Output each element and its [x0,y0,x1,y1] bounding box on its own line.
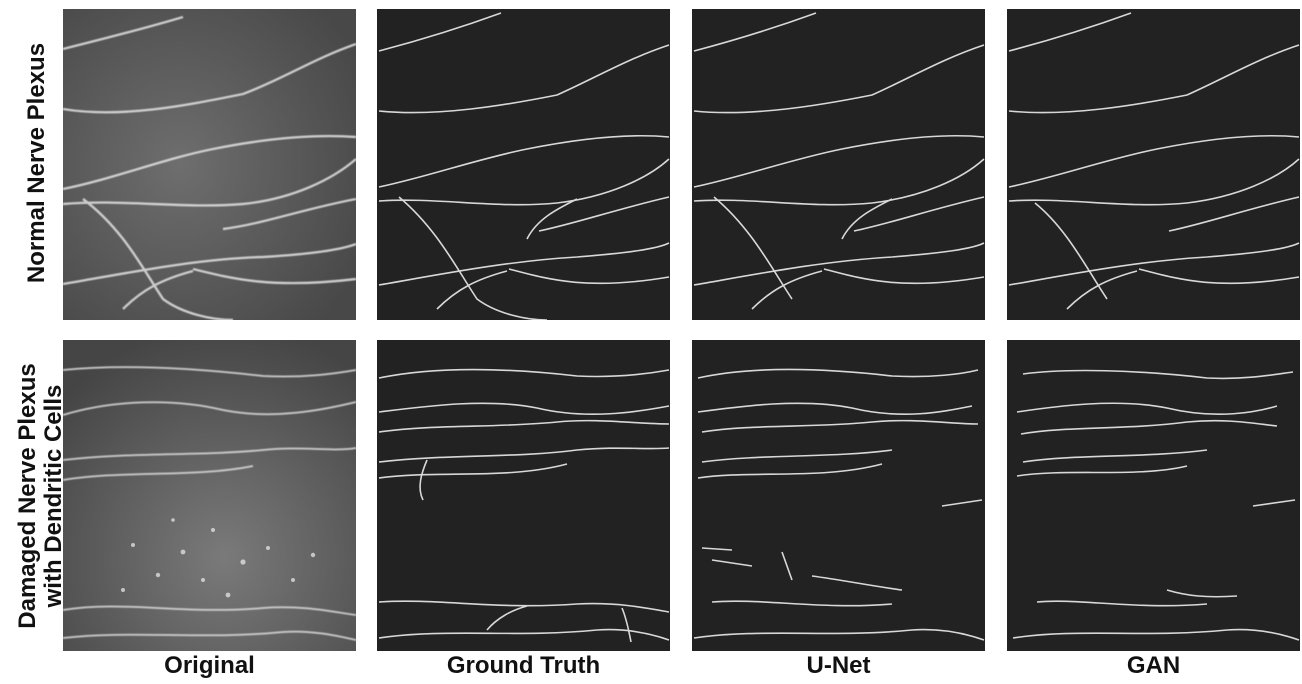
image-unet-damaged [692,340,985,651]
image-original-damaged [63,340,356,651]
image-ground-truth-normal [377,9,670,320]
column-label-gan: GAN [1126,652,1181,679]
column-label-unet: U-Net [806,652,871,679]
column-label-original: Original [164,652,255,679]
image-gan-normal [1007,9,1300,320]
row-label-damaged: Damaged Nerve Plexus with Dendritic Cell… [14,331,67,661]
image-unet-normal [692,9,985,320]
image-ground-truth-damaged [377,340,670,651]
image-gan-damaged [1007,340,1300,651]
row-label-damaged-line1: Damaged Nerve Plexus [14,363,41,629]
image-original-normal [63,9,356,320]
column-label-ground-truth: Ground Truth [446,652,601,679]
row-label-normal-text: Normal Nerve Plexus [23,42,50,284]
row-label-normal: Normal Nerve Plexus [23,8,50,318]
